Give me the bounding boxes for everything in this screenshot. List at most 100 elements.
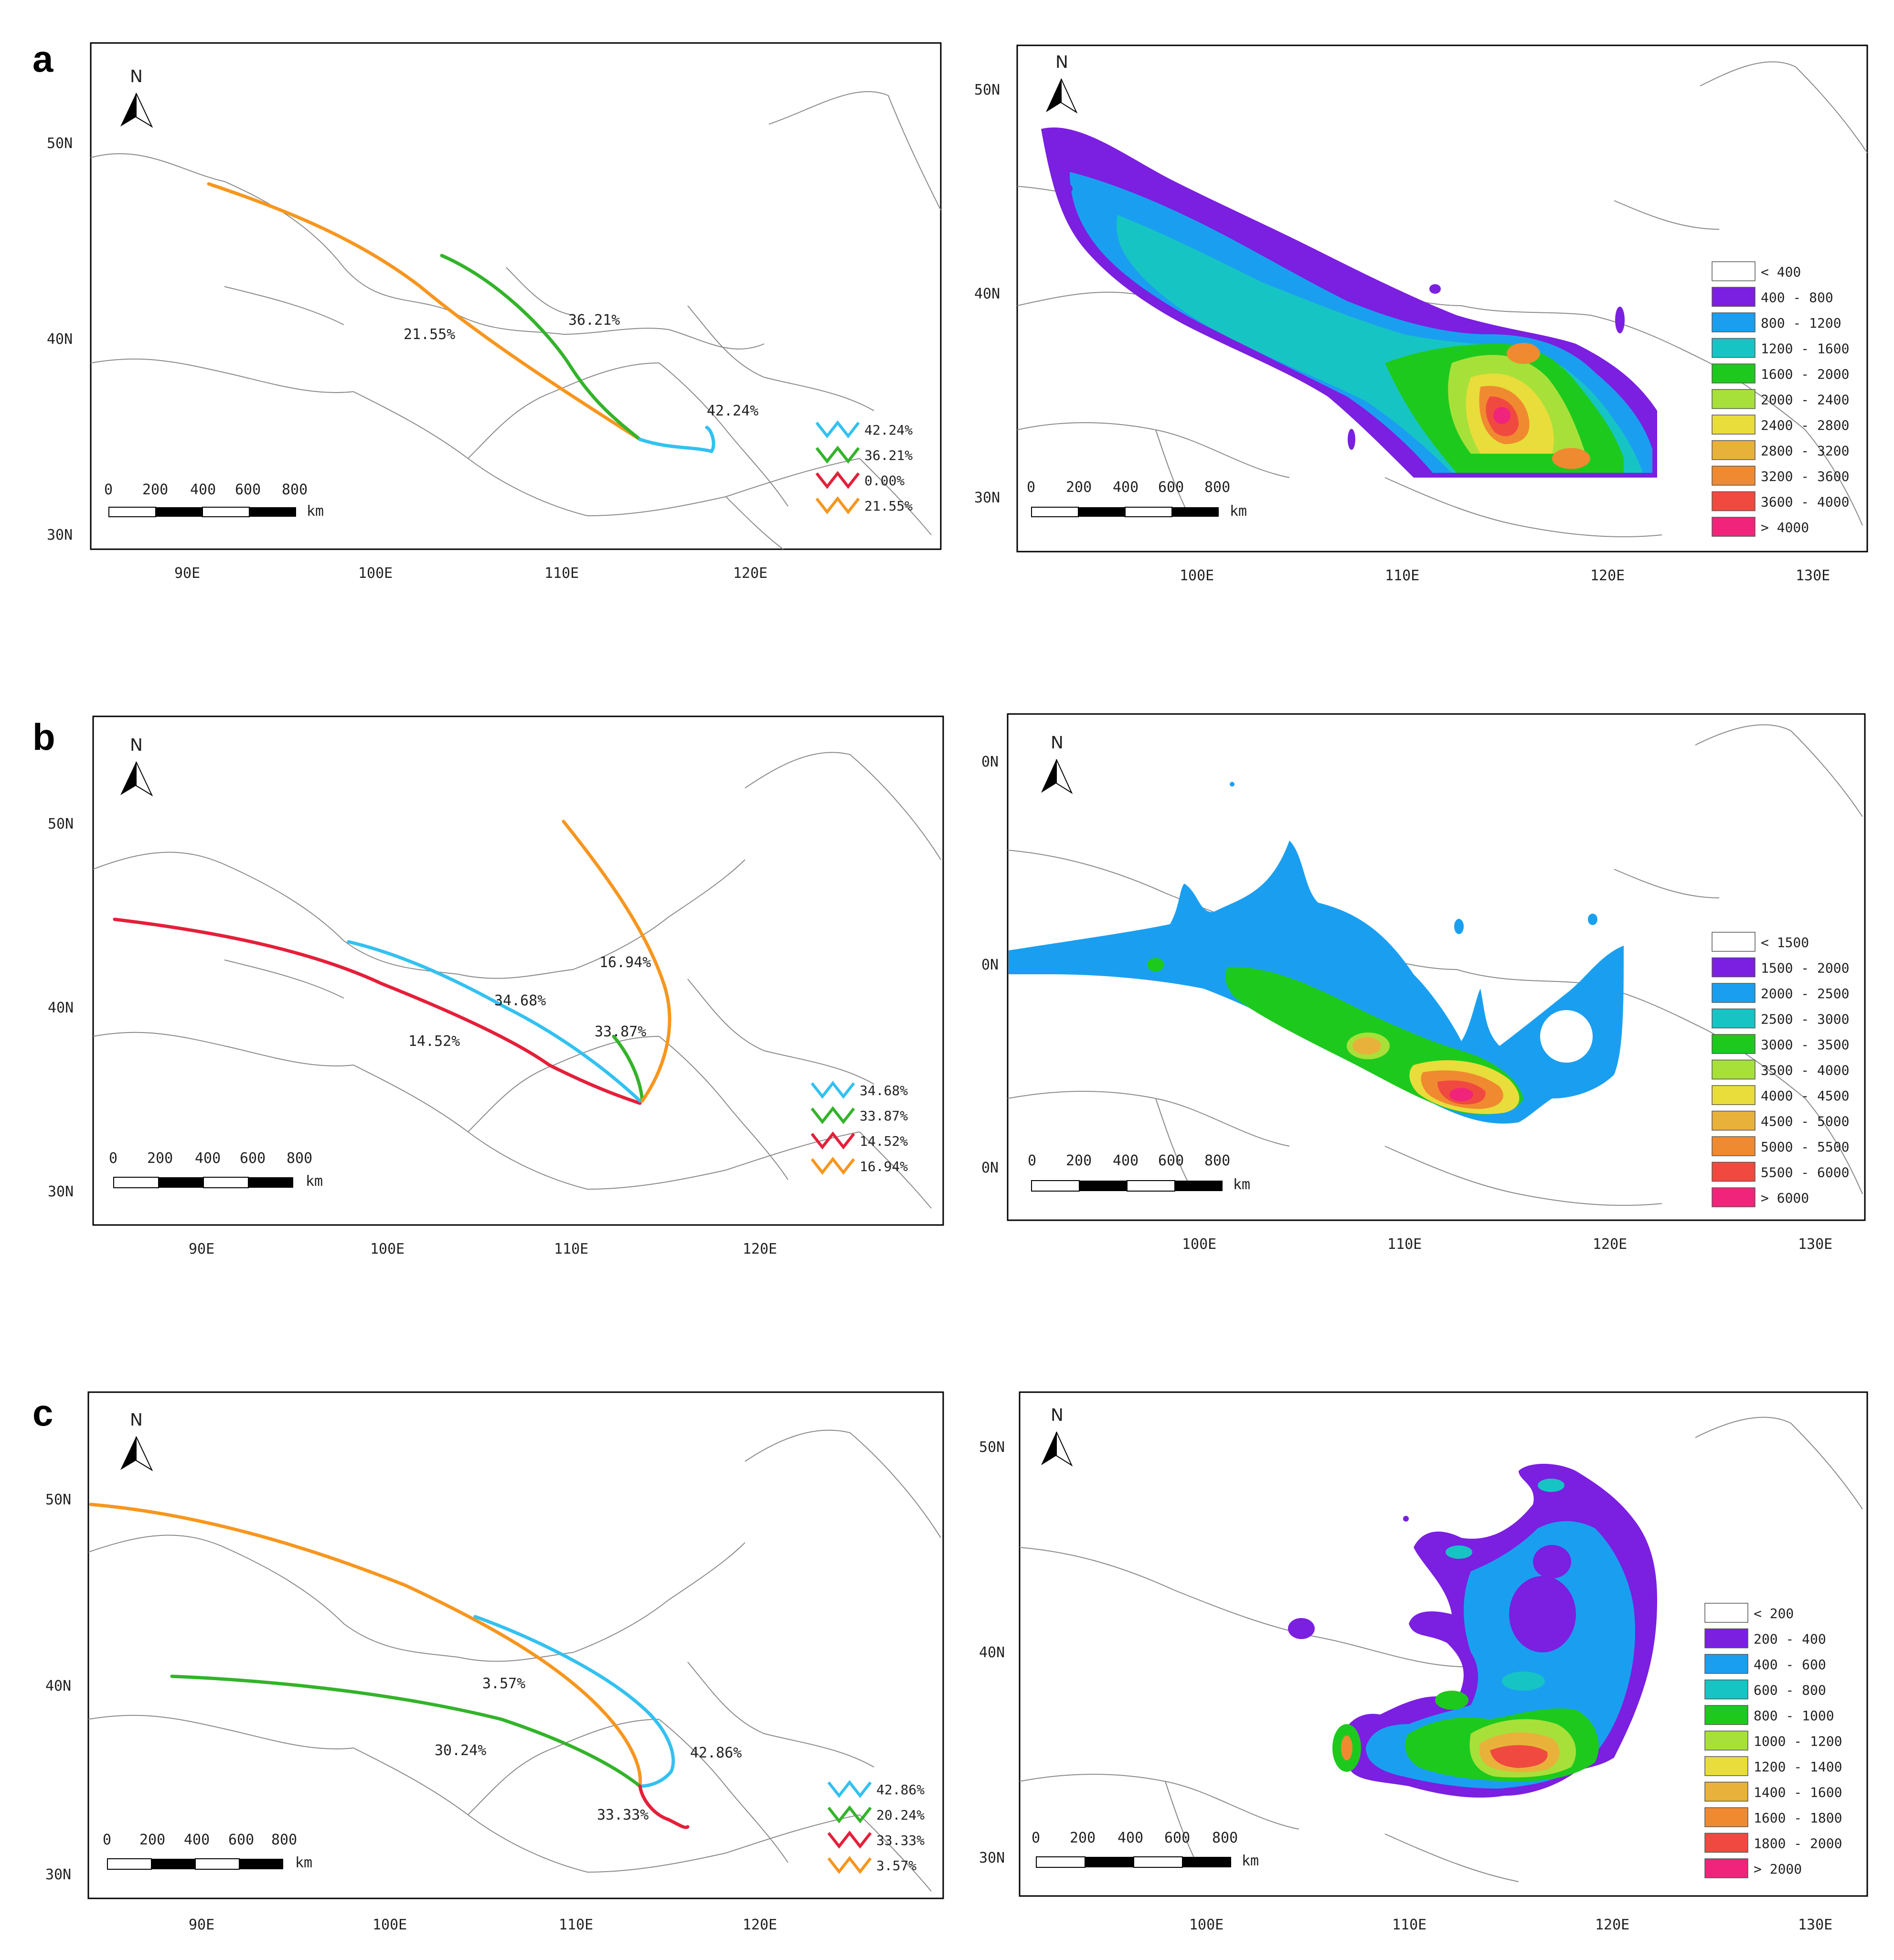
north-label: N (1051, 733, 1064, 753)
scale-tick: 200 (1066, 1152, 1092, 1169)
path-label: 16.94% (599, 954, 651, 971)
legend-label: 1200 - 1600 (1761, 341, 1849, 357)
legend-swatch (1704, 1858, 1748, 1878)
legend-label: 34.68% (860, 1083, 908, 1098)
axis-ticks: 50N 40N 30N 100E 110E 120E 130E (974, 82, 1830, 584)
legend-swatch (1704, 1705, 1748, 1725)
density-hole (1533, 1545, 1571, 1578)
legend-label: 0.00% (864, 473, 904, 489)
legend-label: 600 - 800 (1754, 1683, 1826, 1698)
density-hotspot (1502, 1672, 1545, 1691)
y-tick-label: 0N (981, 957, 999, 973)
x-tick-label: 110E (544, 565, 579, 582)
legend-label: 33.33% (876, 1832, 925, 1848)
x-tick-label: 90E (174, 565, 200, 582)
y-tick-label: 30N (47, 527, 73, 543)
scale-tick: 200 (142, 481, 168, 498)
trajectory-panel-b: N 16.94% 34.68% 33.87% 14.52% 34.68% 33.… (48, 715, 944, 1257)
legend-label: > 6000 (1761, 1190, 1809, 1206)
legend-label: 800 - 1000 (1754, 1708, 1834, 1724)
trajectory-red (113, 917, 642, 1105)
legend-label: 3.57% (876, 1858, 916, 1874)
legend-swatch (1712, 983, 1756, 1003)
legend-swatch (1704, 1781, 1748, 1802)
trajectory-panel-a: N 21.55% 36.21% 42.24% 42.24% 36.21% 0.0… (47, 42, 942, 582)
y-tick-label: 30N (979, 1850, 1005, 1866)
legend-label: 1800 - 2000 (1754, 1836, 1842, 1852)
scale-tick: 400 (1117, 1830, 1143, 1846)
legend-label: 42.24% (864, 422, 913, 438)
scale-bar: 0 200 400 600 800 km (103, 1832, 312, 1871)
legend-label: 3600 - 4000 (1761, 494, 1849, 510)
legend-swatch (1712, 466, 1756, 486)
scale-bar: 0 200 400 600 800 km (1028, 1152, 1250, 1193)
scale-tick: 800 (1204, 479, 1230, 496)
legend-swatch (815, 420, 860, 438)
trajectory-legend: 42.24% 36.21% 0.00% 21.55% (815, 420, 913, 514)
density-hotspot (1552, 448, 1590, 469)
scale-tick: 0 (103, 1832, 111, 1848)
scale-tick: 400 (1113, 1152, 1139, 1169)
y-tick-label: 50N (47, 135, 73, 152)
density-speck (1403, 1516, 1409, 1522)
y-tick-label: 30N (45, 1866, 71, 1883)
north-arrow: N (1046, 53, 1078, 114)
scale-bar: 0 200 400 600 800 km (1032, 1830, 1259, 1869)
legend-label: 400 - 800 (1761, 290, 1833, 306)
path-label: 34.68% (494, 992, 546, 1009)
scale-tick: 0 (1032, 1830, 1040, 1846)
scale-tick: 600 (1158, 479, 1184, 496)
legend-swatch (810, 1081, 855, 1099)
density-hole (1540, 1010, 1593, 1063)
axis-ticks: 50N 40N 30N 100E 110E 120E 130E (979, 1439, 1832, 1933)
legend-swatch (1712, 363, 1756, 383)
legend-label: 1200 - 1400 (1754, 1759, 1842, 1775)
x-tick-label: 120E (1595, 1917, 1629, 1933)
legend-swatch (1704, 1832, 1748, 1853)
legend-swatch (1712, 932, 1756, 952)
density-hotspot (1538, 1479, 1564, 1492)
north-arrow: N (120, 67, 153, 128)
scale-tick: 0 (1028, 1152, 1036, 1169)
north-arrow: N (120, 1410, 153, 1471)
trajectories (89, 1502, 690, 1829)
x-tick-label: 100E (372, 1917, 407, 1933)
trajectories (207, 182, 715, 453)
legend-swatch (1712, 415, 1756, 435)
legend-swatch (1712, 1161, 1756, 1182)
scale-tick: 800 (271, 1832, 297, 1848)
x-tick-label: 110E (1385, 567, 1419, 584)
scale-tick: 600 (228, 1832, 254, 1848)
legend-swatch (815, 446, 860, 464)
legend-label: 4000 - 4500 (1761, 1088, 1849, 1104)
province-borders (88, 1429, 941, 1892)
legend-swatch (1704, 1679, 1748, 1700)
path-label: 21.55% (404, 326, 455, 343)
x-tick-label: 110E (1392, 1917, 1426, 1933)
density-plume (1288, 1464, 1657, 1798)
path-label: 36.21% (568, 312, 620, 329)
north-label: N (130, 1410, 143, 1430)
legend-label: 42.86% (876, 1782, 925, 1798)
legend-label: 1400 - 1600 (1754, 1785, 1842, 1800)
scale-tick: 0 (1027, 479, 1035, 496)
panel-letter-c: c (32, 1392, 53, 1434)
legend-swatch (1712, 261, 1756, 281)
scale-tick: 0 (104, 481, 113, 498)
legend-label: 21.55% (864, 498, 913, 514)
legend-label: 2800 - 3200 (1761, 443, 1849, 459)
x-tick-label: 120E (1593, 1236, 1627, 1253)
legend-label: 1600 - 2000 (1761, 366, 1849, 382)
x-tick-label: 100E (1189, 1917, 1224, 1933)
x-tick-label: 100E (1180, 567, 1214, 584)
legend-swatch (1712, 1085, 1756, 1105)
legend-label: < 400 (1761, 264, 1801, 280)
density-speck (1429, 284, 1441, 294)
y-tick-label: 40N (47, 331, 73, 348)
legend-swatch (1712, 957, 1756, 978)
scale-unit: km (306, 1173, 323, 1190)
legend-label: < 200 (1754, 1606, 1794, 1621)
legend-swatch (810, 1131, 855, 1150)
scale-tick: 600 (240, 1150, 266, 1167)
